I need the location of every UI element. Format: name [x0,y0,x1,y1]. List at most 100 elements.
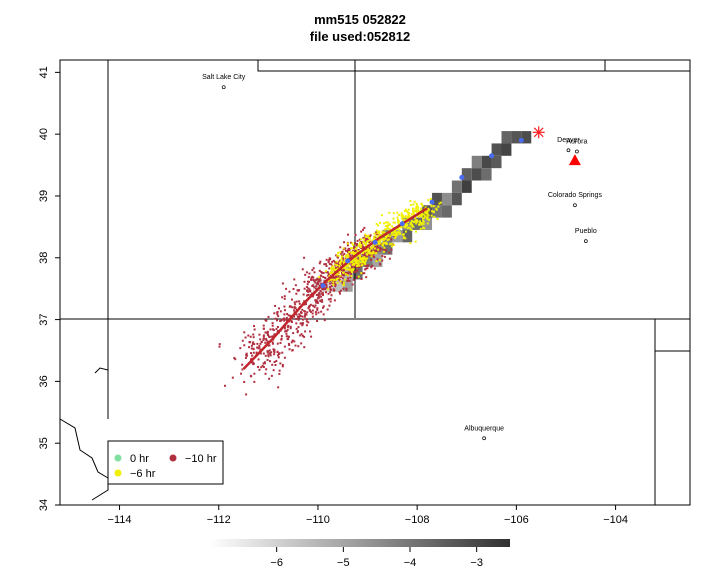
particle-minus10hr [351,283,354,286]
particle-minus10hr [380,243,383,246]
x-tick-label: −110 [306,514,330,526]
particle-minus6hr [414,240,417,243]
particle-minus10hr [365,248,368,251]
particle-minus10hr [309,293,312,296]
particle-minus6hr [421,226,424,229]
particle-minus10hr [349,276,352,279]
particle-minus10hr [264,341,267,344]
hour-marker [345,258,351,264]
particle-minus10hr [308,288,311,291]
particle-minus6hr [330,267,333,270]
particle-minus10hr [308,305,311,308]
particle-minus10hr [329,297,332,300]
particle-minus6hr [363,241,366,244]
particle-minus10hr [262,327,265,330]
particle-minus10hr [350,265,353,268]
particle-minus6hr [414,217,417,220]
particle-minus6hr [350,268,353,271]
particle-minus6hr [374,247,377,250]
particle-minus10hr [271,335,274,338]
particle-minus6hr [430,214,433,217]
particle-minus10hr [349,241,352,244]
particle-minus6hr [422,219,425,222]
particle-minus6hr [420,222,423,225]
particle-minus10hr [297,316,300,319]
particle-minus10hr [315,301,318,304]
particle-minus6hr [399,233,402,236]
particle-minus10hr [318,280,321,283]
particle-minus6hr [419,227,422,230]
particle-minus6hr [399,225,402,228]
city-dot [482,436,486,441]
particle-minus10hr [291,339,294,342]
particle-minus10hr [307,280,310,283]
particle-minus10hr [320,310,323,313]
particle-minus10hr [273,353,276,356]
particle-minus6hr [365,244,368,247]
particle-minus6hr [327,280,330,283]
particle-minus10hr [315,285,318,288]
particle-minus10hr [314,304,317,307]
particle-minus6hr [404,208,407,211]
particle-minus6hr [420,203,423,206]
particle-minus10hr [268,344,271,347]
particle-minus10hr [265,331,268,334]
particle-minus6hr [412,203,415,206]
particle-minus10hr [347,247,350,250]
particle-minus10hr [252,363,255,366]
particle-minus6hr [417,215,420,218]
particle-minus10hr [253,372,256,375]
particle-minus6hr [388,243,391,246]
particle-minus6hr [385,241,388,244]
particle-scatter [218,197,442,396]
particle-minus10hr [345,289,348,292]
particle-minus6hr [408,216,411,219]
particle-minus6hr [378,258,381,261]
city-label: Colorado Springs [548,192,603,199]
x-tick-label: −112 [207,514,231,526]
particle-minus6hr [374,252,377,255]
particle-minus10hr [303,287,306,290]
particle-minus6hr [337,277,340,280]
particle-minus10hr [372,253,375,256]
particle-minus10hr [273,333,276,336]
particle-minus6hr [400,212,403,215]
particle-minus10hr [302,293,305,296]
particle-minus10hr [313,280,316,283]
particle-minus10hr [328,263,331,266]
particle-minus6hr [412,212,415,215]
particle-minus6hr [398,213,401,216]
particle-minus6hr [382,237,385,240]
particle-minus10hr [387,237,390,240]
particle-minus6hr [426,213,429,216]
particle-minus6hr [346,264,349,267]
particle-minus6hr [335,279,338,282]
particle-minus10hr [348,270,351,273]
particle-minus10hr [281,363,284,366]
particle-minus6hr [367,251,370,254]
particle-minus10hr [390,238,393,241]
particle-minus10hr [283,345,286,348]
particle-minus6hr [333,267,336,270]
particle-minus6hr [339,251,342,254]
particle-minus10hr [252,333,255,336]
particle-minus6hr [343,281,346,284]
particle-minus6hr [398,231,401,234]
particle-minus10hr [341,250,344,253]
particle-minus10hr [325,258,328,261]
particle-minus10hr [243,344,246,347]
y-tick-label: 35 [38,437,50,449]
particle-minus6hr [394,232,397,235]
particle-minus10hr [292,332,295,335]
particle-minus10hr [380,248,383,251]
particle-minus6hr [385,242,388,245]
particle-minus10hr [293,309,296,312]
particle-minus6hr [407,213,410,216]
city-dot [583,239,588,243]
particle-minus10hr [336,263,339,266]
particle-minus6hr [351,261,354,264]
colorbar-gradient [210,539,510,547]
particle-minus10hr [299,334,302,337]
particle-minus6hr [332,283,335,286]
particle-minus10hr [258,345,261,348]
